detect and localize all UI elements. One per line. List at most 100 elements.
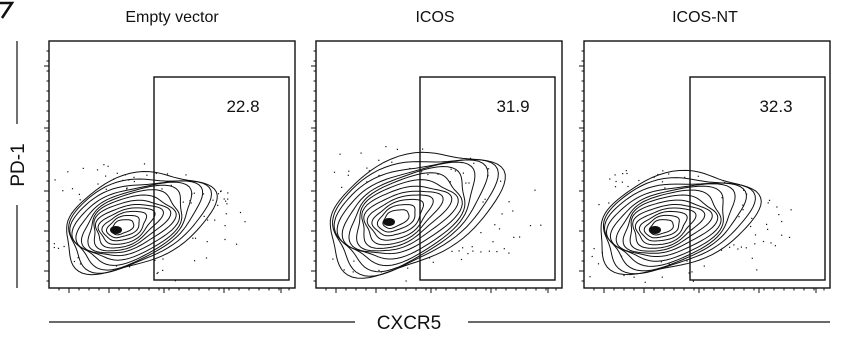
scatter-dot <box>638 179 640 182</box>
scatter-dot <box>126 188 128 190</box>
contour-line <box>329 151 506 279</box>
scatter-dot <box>63 245 65 248</box>
scatter-dot <box>621 255 623 257</box>
contour-line <box>361 185 453 249</box>
scatter-dot <box>540 224 542 226</box>
scatter-dot <box>653 176 655 178</box>
scatter-dot <box>133 176 135 178</box>
scatter-dot <box>781 220 783 223</box>
contour-line <box>69 180 204 271</box>
scatter-dot <box>774 245 776 247</box>
scatter-dot <box>668 263 670 265</box>
scatter-dot <box>396 148 398 150</box>
panel-title-icos: ICOS <box>415 9 454 26</box>
contour-line <box>97 207 156 245</box>
scatter-dot <box>217 204 219 206</box>
scatter-dot <box>67 171 69 173</box>
contour-line <box>622 194 719 254</box>
scatter-dot <box>378 269 380 271</box>
scatter-dot <box>684 176 686 178</box>
contour-line <box>332 159 499 277</box>
scatter-dot <box>615 180 617 183</box>
scatter-dot <box>626 172 628 175</box>
scatter-dot <box>781 234 783 236</box>
scatter-dot <box>155 172 157 175</box>
scatter-dot <box>161 188 163 190</box>
scatter-dot <box>225 213 227 215</box>
scatter-dot <box>513 236 515 238</box>
contour-line <box>615 189 722 257</box>
scatter-dot <box>378 174 380 177</box>
scatter-dot <box>623 274 625 277</box>
scatter-dot <box>598 204 600 206</box>
scatter-dot <box>494 224 496 226</box>
scatter-dot <box>156 272 158 275</box>
scatter-dot <box>366 181 368 183</box>
scatter-dot <box>203 215 205 217</box>
scatter-dot <box>368 170 370 172</box>
contour-line <box>71 181 193 266</box>
scatter-dot <box>627 185 629 188</box>
contour-line <box>605 183 736 267</box>
scatter-dot <box>597 263 600 265</box>
scatter-dot <box>737 248 739 250</box>
scatter-dot <box>77 257 79 259</box>
scatter-dot <box>621 181 623 183</box>
scatter-dot <box>214 219 216 221</box>
contour-line <box>371 198 425 237</box>
scatter-dot <box>756 269 758 271</box>
contour-line <box>348 172 463 255</box>
scatter-dot <box>601 252 603 254</box>
scatter-dot <box>762 240 765 243</box>
scatter-dot <box>754 243 756 245</box>
scatter-dot <box>96 169 99 171</box>
scatter-dot <box>107 165 109 167</box>
scatter-dot <box>333 171 336 173</box>
scatter-dot <box>768 199 771 201</box>
scatter-dot <box>353 260 355 262</box>
gate-value-icos: 31.9 <box>496 97 529 116</box>
contour-line <box>366 194 434 241</box>
scatter-dot <box>484 198 486 200</box>
scatter-dot <box>503 248 505 250</box>
scatter-dot <box>529 225 532 227</box>
scatter-dot <box>473 162 475 164</box>
scatter-dot <box>53 243 55 245</box>
scatter-dot <box>512 210 514 212</box>
scatter-dot <box>458 250 460 252</box>
panel-title-empty-vector: Empty vector <box>125 9 219 26</box>
scatter-dot <box>409 167 411 170</box>
scatter-dot <box>750 225 752 228</box>
scatter-dot <box>427 173 429 176</box>
contour-plot-icos-nt <box>600 169 762 276</box>
scatter-dot <box>770 242 772 244</box>
scatter-dot <box>82 167 84 169</box>
scatter-dot <box>207 219 209 221</box>
contour-line <box>341 165 466 260</box>
scatter-dot <box>341 186 343 188</box>
scatter-dot <box>115 265 118 267</box>
scatter-dot <box>133 180 135 183</box>
scatter-dot <box>162 269 164 271</box>
scatter-dot <box>662 170 664 172</box>
scatter-dot <box>239 211 242 214</box>
scatter-dot <box>766 223 768 225</box>
scatter-dot <box>113 178 115 180</box>
scatter-dot <box>236 243 238 245</box>
scatter-dot <box>622 173 624 175</box>
scatter-dot <box>54 179 56 181</box>
scatter-dot <box>105 175 107 177</box>
scatter-dot <box>103 164 105 166</box>
scatter-dot <box>165 181 167 183</box>
scatter-dot <box>105 188 107 190</box>
x-axis-label: CXCR5 <box>377 313 441 334</box>
scatter-dot <box>339 153 341 155</box>
scatter-dot <box>745 247 747 249</box>
scatter-dot <box>332 258 334 260</box>
scatter-dot <box>668 173 670 175</box>
scatter-dot <box>421 171 423 173</box>
contour-line <box>609 185 724 262</box>
scatter-dot <box>129 266 131 268</box>
scatter-dot <box>122 179 124 181</box>
